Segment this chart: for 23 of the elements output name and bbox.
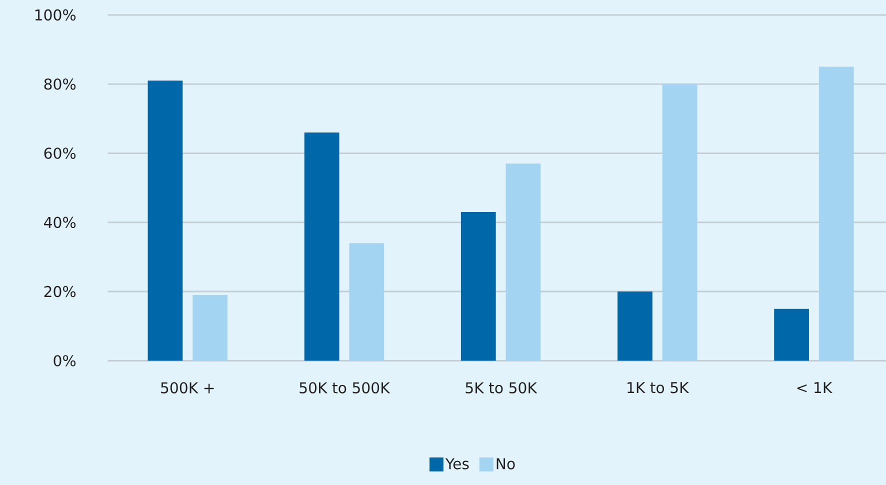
bar — [662, 84, 698, 361]
bar — [192, 294, 228, 361]
x-tick-label: 50K to 500K — [300, 382, 390, 394]
y-tick-label: 60% — [44, 147, 76, 159]
bar — [618, 291, 652, 361]
bar — [818, 66, 854, 361]
y-tick-label: 40% — [44, 216, 76, 228]
bar — [774, 308, 809, 361]
bar — [506, 163, 541, 361]
legend-label: Yes — [445, 458, 469, 470]
x-tick-label: 500K + — [161, 382, 214, 394]
y-tick-label: 0% — [54, 354, 76, 366]
bar — [349, 243, 384, 361]
y-tick-label: 20% — [44, 286, 76, 298]
x-tick-label: < 1K — [797, 382, 832, 393]
bar — [148, 80, 183, 361]
y-tick-label: 100% — [35, 9, 76, 20]
bar — [460, 212, 496, 361]
bar — [304, 132, 340, 361]
legend-label: No — [496, 458, 515, 470]
y-tick-label: 80% — [44, 78, 76, 90]
x-tick-label: 1K to 5K — [628, 382, 690, 394]
x-tick-label: 5K to 50K — [466, 382, 538, 394]
